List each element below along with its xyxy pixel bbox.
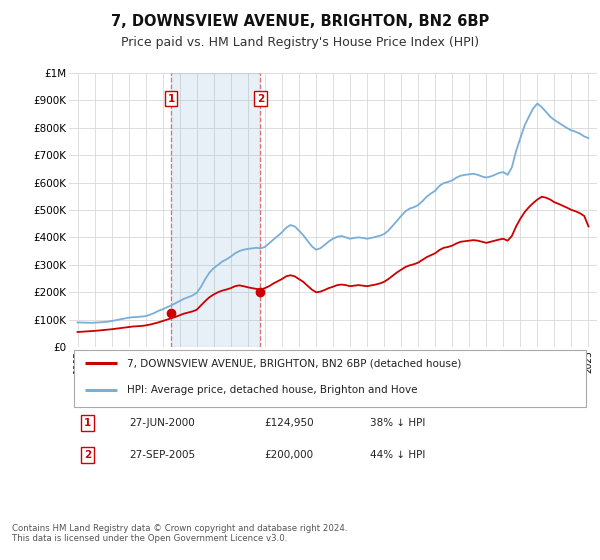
Text: 44% ↓ HPI: 44% ↓ HPI (370, 450, 425, 460)
Text: 1: 1 (167, 94, 175, 104)
FancyBboxPatch shape (74, 349, 586, 407)
Text: 38% ↓ HPI: 38% ↓ HPI (370, 418, 425, 428)
Text: 2: 2 (84, 450, 91, 460)
Text: 27-JUN-2000: 27-JUN-2000 (130, 418, 196, 428)
Text: £124,950: £124,950 (265, 418, 314, 428)
Text: Price paid vs. HM Land Registry's House Price Index (HPI): Price paid vs. HM Land Registry's House … (121, 36, 479, 49)
Text: 1: 1 (84, 418, 91, 428)
Text: £200,000: £200,000 (265, 450, 313, 460)
Text: HPI: Average price, detached house, Brighton and Hove: HPI: Average price, detached house, Brig… (127, 385, 418, 395)
Text: 2: 2 (257, 94, 264, 104)
Bar (171, 73, 260, 347)
Text: 7, DOWNSVIEW AVENUE, BRIGHTON, BN2 6BP (detached house): 7, DOWNSVIEW AVENUE, BRIGHTON, BN2 6BP (… (127, 358, 461, 368)
Text: 7, DOWNSVIEW AVENUE, BRIGHTON, BN2 6BP: 7, DOWNSVIEW AVENUE, BRIGHTON, BN2 6BP (111, 14, 489, 29)
Text: Contains HM Land Registry data © Crown copyright and database right 2024.
This d: Contains HM Land Registry data © Crown c… (12, 524, 347, 543)
Text: 27-SEP-2005: 27-SEP-2005 (130, 450, 196, 460)
